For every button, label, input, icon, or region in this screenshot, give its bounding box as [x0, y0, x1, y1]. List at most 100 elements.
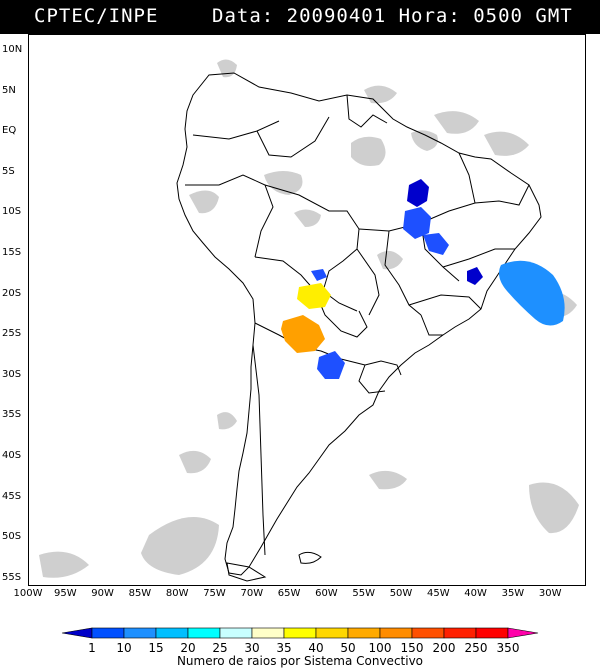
lat-label: 5N: [2, 84, 16, 96]
lon-label: 50W: [389, 588, 413, 599]
falkland-islands: [298, 551, 322, 564]
lat-label: 20S: [2, 287, 22, 299]
scale-cell: [123, 627, 157, 639]
tierra-del-fuego: [226, 562, 267, 582]
states-brazil: [356, 152, 530, 336]
lon-label: 90W: [91, 588, 114, 599]
border-chile: [252, 344, 266, 556]
storm-bahia: [467, 267, 483, 285]
border-paraguay: [314, 290, 368, 338]
scale-cell: [315, 627, 349, 639]
lat-label: 15S: [2, 247, 22, 258]
scale-value: 200: [432, 641, 456, 655]
lon-label: 75W: [203, 588, 226, 599]
lon-label: 30W: [538, 588, 562, 599]
cloud-south: [179, 450, 211, 474]
cloud-west: [189, 190, 219, 214]
scale-value: 20: [180, 641, 196, 655]
cloud-caribbean: [364, 85, 397, 104]
scale-value: 30: [244, 641, 260, 655]
cloud-atlantic: [369, 470, 407, 490]
scale-cell: [347, 627, 381, 639]
cloud-mid-atlantic: [484, 131, 529, 156]
convective-systems: [281, 179, 565, 379]
scale-cell: [475, 627, 509, 639]
scale-value: 350: [496, 641, 520, 655]
lat-label: EQ: [2, 125, 17, 137]
lon-label: 65W: [277, 588, 301, 599]
scale-arrow-right: [507, 627, 539, 639]
lat-label: 10S: [2, 206, 22, 218]
scale-cell: [155, 627, 189, 639]
scale-value: 35: [276, 641, 292, 655]
storm-ne-brazil-2: [403, 207, 431, 239]
lon-label: 60W: [315, 588, 338, 599]
lat-label: 35S: [2, 409, 22, 421]
scale-value: 15: [148, 641, 164, 655]
border-uruguay: [358, 364, 386, 394]
scale-cell: [379, 627, 413, 639]
cloud-amazon: [351, 136, 386, 166]
scale-value: 1: [88, 641, 96, 655]
lon-label: 70W: [240, 588, 264, 599]
lon-label: 35W: [501, 588, 525, 599]
scale-value: 100: [368, 641, 392, 655]
lon-label: 40W: [464, 588, 487, 599]
scale-value: 50: [340, 641, 356, 655]
lat-label: 30S: [2, 368, 22, 380]
agency-label: CPTEC/INPE: [34, 5, 159, 27]
scale-cell: [283, 627, 317, 639]
border-guianas: [346, 94, 388, 128]
cloud-andes: [217, 412, 237, 430]
scale-cell: [187, 627, 221, 639]
lon-label: 85W: [128, 588, 152, 599]
lat-label: 25S: [2, 328, 22, 340]
border-colombia: [192, 120, 280, 140]
cloud-far-sw: [39, 551, 89, 578]
title-bar: CPTEC/INPE Data: 20090401 Hora: 0500 GMT: [0, 0, 600, 34]
cloud-east-atlantic: [529, 482, 579, 534]
border-venezuela: [256, 116, 330, 158]
cloud-north: [264, 171, 303, 195]
cloud-patagonia: [141, 517, 219, 575]
scale-cell: [443, 627, 477, 639]
coastline: [176, 72, 542, 582]
lon-label: 45W: [426, 588, 450, 599]
scale-value: 10: [116, 641, 132, 655]
storm-paraguay: [281, 315, 325, 353]
border-brazil-south: [364, 360, 402, 376]
border-peru: [185, 174, 274, 258]
storm-ne-brazil-3: [423, 233, 449, 255]
scale-cell: [411, 627, 445, 639]
lat-label: 10N: [2, 44, 23, 55]
cloud-cover: [39, 59, 579, 578]
scale-value: 25: [212, 641, 228, 655]
scale-cell: [219, 627, 253, 639]
cloud-coast-ne: [434, 111, 479, 134]
map-frame: [28, 34, 586, 586]
color-scale-bar: [61, 627, 539, 639]
cloud-amazon-2: [411, 130, 438, 151]
scale-cell: [251, 627, 285, 639]
storm-atlantic: [499, 260, 565, 326]
scale-value: 250: [464, 641, 488, 655]
lon-label: 55W: [352, 588, 375, 599]
cloud-center: [294, 209, 321, 227]
scale-value: 150: [400, 641, 424, 655]
storm-bolivia: [297, 283, 331, 309]
lon-label: 80W: [165, 588, 189, 599]
scale-caption: Numero de raios por Sistema Convectivo: [176, 654, 424, 668]
scale-arrow-left: [61, 627, 93, 639]
lat-label: 55S: [2, 571, 22, 583]
storm-mato-grosso: [311, 269, 327, 281]
scale-cell: [91, 627, 125, 639]
lat-label: 45S: [2, 490, 22, 502]
map-canvas: [39, 59, 579, 582]
datetime-label: Data: 20090401 Hora: 0500 GMT: [212, 5, 573, 27]
continent-outline: [176, 72, 542, 576]
lon-label: 100W: [13, 588, 43, 599]
scale-value: 40: [308, 641, 324, 655]
lon-label: 95W: [53, 588, 77, 599]
storm-argentina-ne: [317, 351, 345, 379]
cloud-parana: [377, 250, 403, 270]
